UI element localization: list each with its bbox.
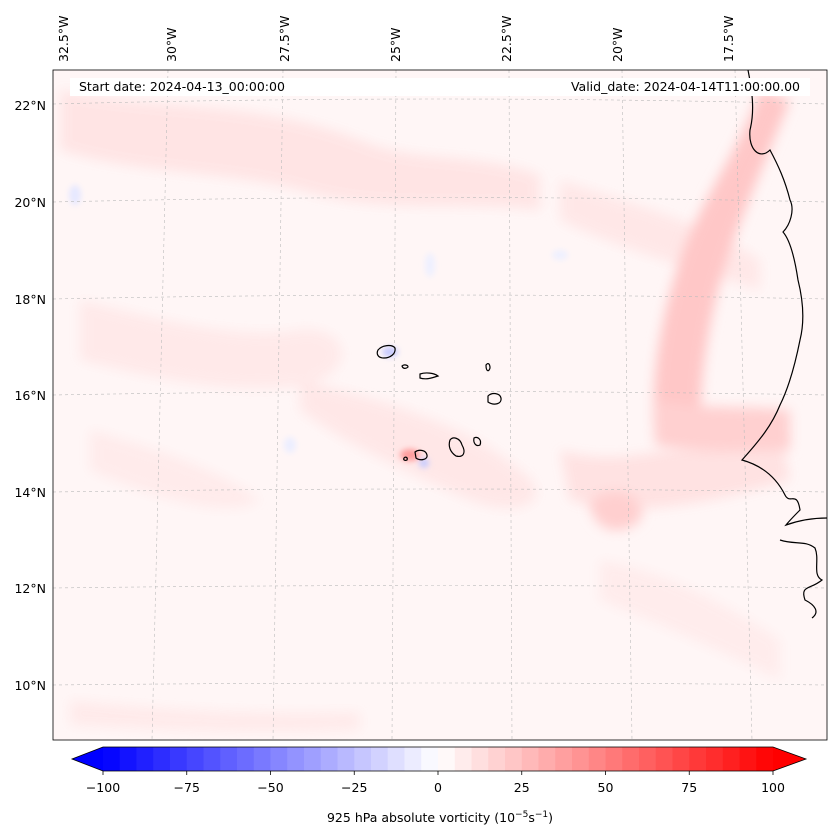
colorbar-swatch: [722, 747, 741, 771]
colorbar-swatch: [438, 747, 456, 771]
colorbar-swatch: [605, 747, 623, 771]
colorbar-swatch: [136, 747, 154, 771]
valid-date-label: Valid_date: 2024-04-14T11:00:00.00: [571, 79, 800, 94]
map-panel: Start date: 2024-04-13_00:00:00 Valid_da…: [52, 69, 828, 741]
coastlines: [376, 70, 827, 619]
colorbar-tick-label: 75: [681, 780, 697, 795]
colorbar-swatch: [203, 747, 221, 771]
colorbar-swatch: [220, 747, 238, 771]
lat-label: 16°N: [14, 388, 46, 403]
lon-label: 25°W: [388, 27, 403, 62]
colorbar-swatch: [672, 747, 690, 771]
colorbar-swatches: [103, 747, 774, 771]
lon-label: 20°W: [610, 27, 625, 62]
colorbar-swatch: [572, 747, 590, 771]
island-sal: [485, 362, 491, 372]
colorbar-swatch: [304, 747, 322, 771]
colorbar-swatch: [756, 747, 774, 771]
colorbar-swatch: [555, 747, 573, 771]
vorticity-field: [60, 90, 790, 733]
colorbar-swatch: [706, 747, 724, 771]
colorbar-min-arrow: [72, 747, 103, 771]
lon-label: 22.5°W: [499, 16, 514, 62]
colorbar-swatch: [186, 747, 205, 771]
colorbar-swatch: [739, 747, 757, 771]
colorbar-tick-label: 50: [598, 780, 614, 795]
colorbar-swatch: [588, 747, 607, 771]
colorbar-swatch: [337, 747, 355, 771]
lat-label: 14°N: [14, 485, 46, 500]
colorbar-swatch: [354, 747, 372, 771]
island-boa-vista: [487, 392, 502, 405]
colorbar-swatch: [538, 747, 556, 771]
colorbar-swatch: [655, 747, 674, 771]
map-frame: [52, 69, 828, 741]
colorbar-swatch: [153, 747, 171, 771]
colorbar-swatch: [521, 747, 540, 771]
colorbar-tick-label: −50: [257, 780, 283, 795]
colorbar-swatch: [622, 747, 640, 771]
island-sao-vicente: [401, 364, 409, 369]
colorbar-tick-label: 100: [761, 780, 785, 795]
colorbar-swatch: [119, 747, 138, 771]
coastal-inlets: [779, 539, 824, 619]
island-fogo: [414, 449, 428, 461]
island-brava: [403, 456, 408, 461]
lon-label: 17.5°W: [721, 16, 736, 62]
colorbar-swatch: [170, 747, 188, 771]
colorbar-ticks: [102, 771, 774, 775]
colorbar-tick-label: −100: [86, 780, 120, 795]
lat-label: 22°N: [14, 98, 46, 113]
island-santo-antao: [376, 344, 396, 359]
colorbar-swatch: [471, 747, 489, 771]
colorbar-swatch: [454, 747, 473, 771]
island-sao-nicolau: [419, 372, 440, 380]
colorbar-tick-label: −75: [174, 780, 200, 795]
lon-label: 32.5°W: [56, 16, 71, 62]
colorbar-tick-label: 0: [434, 780, 442, 795]
colorbar-swatch: [253, 747, 272, 771]
colorbar-swatch: [371, 747, 389, 771]
colorbar-swatch: [387, 747, 406, 771]
west-africa-coast: [740, 70, 827, 527]
colorbar-swatch: [689, 747, 707, 771]
start-date-label: Start date: 2024-04-13_00:00:00: [79, 79, 285, 94]
date-banner: [70, 78, 810, 96]
colorbar-swatch: [505, 747, 523, 771]
lon-label: 27.5°W: [277, 16, 292, 62]
colorbar-swatch: [103, 747, 121, 771]
lat-label: 20°N: [14, 195, 46, 210]
colorbar-tick-label: 25: [514, 780, 530, 795]
colorbar-title: 925 hPa absolute vorticity (10−5s−1): [327, 810, 553, 825]
lat-label: 10°N: [14, 678, 46, 693]
island-maio: [473, 436, 482, 447]
colorbar-max-arrow: [773, 747, 806, 771]
lon-label: 30°W: [164, 27, 179, 62]
colorbar-swatch: [639, 747, 657, 771]
colorbar-tick-labels: −100 −75 −50 −25 0 25 50 75 100: [86, 780, 785, 795]
lat-label: 12°N: [14, 581, 46, 596]
longitude-labels: 32.5°W 30°W 27.5°W 25°W 22.5°W 20°W 17.5…: [56, 16, 736, 62]
colorbar-swatch: [320, 747, 339, 771]
colorbar-swatch: [287, 747, 305, 771]
colorbar-swatch: [404, 747, 422, 771]
colorbar-tick-label: −25: [341, 780, 367, 795]
colorbar-swatch: [488, 747, 506, 771]
colorbar: −100 −75 −50 −25 0 25 50 75 100 925 hPa …: [70, 746, 808, 825]
colorbar-swatch: [421, 747, 439, 771]
colorbar-swatch: [237, 747, 255, 771]
graticule: [53, 70, 827, 740]
colorbar-swatch: [270, 747, 288, 771]
island-santiago: [448, 437, 465, 457]
lat-label: 18°N: [14, 292, 46, 307]
latitude-labels: 22°N 20°N 18°N 16°N 14°N 12°N 10°N: [14, 98, 46, 693]
